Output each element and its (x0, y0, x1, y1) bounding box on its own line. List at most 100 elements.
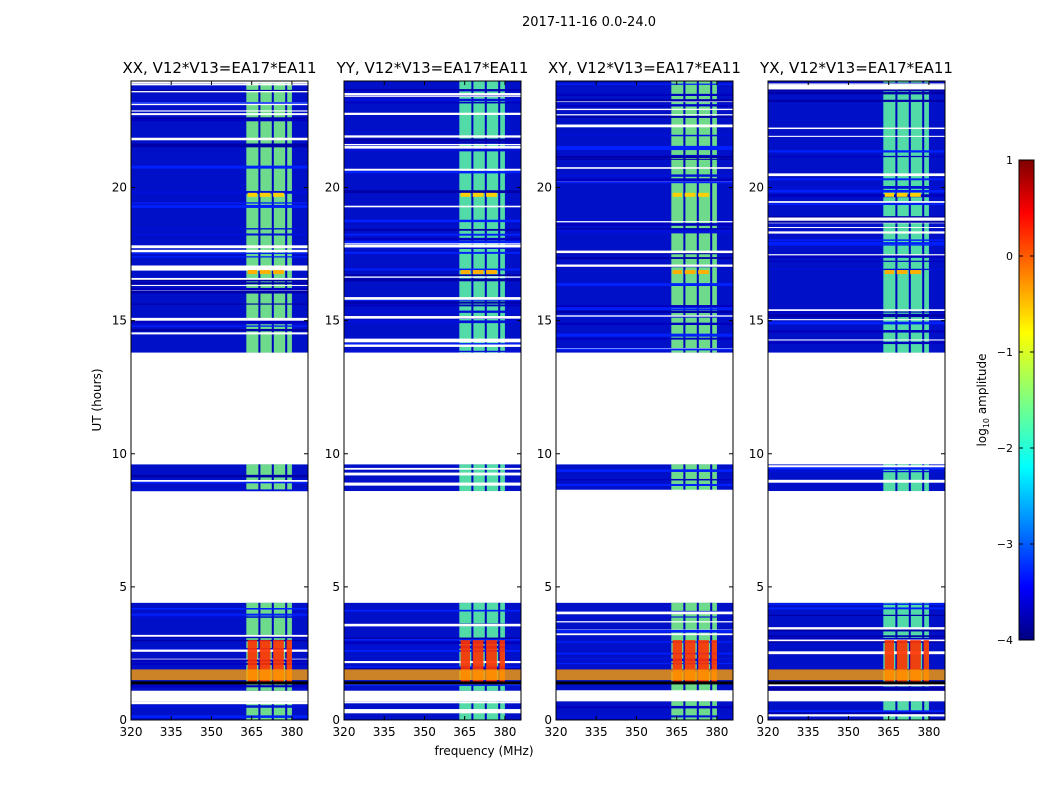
hot-spot (684, 640, 696, 683)
plot-frame (130, 80, 309, 721)
noise-stripe (344, 95, 521, 98)
noise-stripe (768, 614, 945, 616)
hot-spot (684, 270, 696, 275)
noise-stripe (131, 252, 308, 255)
noise-stripe (768, 710, 945, 713)
noise-stripe (344, 190, 521, 194)
noise-stripe (344, 278, 521, 282)
noise-stripe (556, 489, 733, 492)
noise-stripe (768, 319, 945, 321)
channel-gap (683, 701, 686, 720)
noise-stripe (556, 104, 733, 107)
y-tick-label: 5 (544, 580, 552, 594)
noise-stripe (131, 608, 308, 610)
noise-stripe (131, 662, 308, 665)
x-tick-label: 320 (545, 725, 568, 739)
noise-stripe (344, 240, 521, 244)
noise-stripe (131, 245, 308, 249)
noise-stripe (344, 143, 521, 146)
x-tick-label: 380 (280, 725, 303, 739)
x-tick-label: 365 (453, 725, 476, 739)
noise-stripe (344, 343, 521, 346)
noise-stripe (131, 233, 308, 236)
x-tick-label: 380 (917, 725, 940, 739)
hot-spot (896, 192, 908, 197)
x-tick-label: 380 (705, 725, 728, 739)
x-tick-label: 335 (373, 725, 396, 739)
noise-stripe (768, 637, 945, 640)
panel-title: XX, V12*V13=EA17*EA11 (122, 59, 316, 77)
noise-stripe (344, 233, 521, 236)
hot-spot (684, 192, 696, 197)
noise-stripe (344, 667, 521, 671)
x-tick-label: 335 (585, 725, 608, 739)
panel-title: XY, V12*V13=EA17*EA11 (548, 59, 741, 77)
noise-stripe (131, 282, 308, 285)
panel-title: YX, V12*V13=EA17*EA11 (759, 59, 953, 77)
channel-gap (285, 81, 288, 353)
noise-stripe (768, 255, 945, 258)
noise-stripe (556, 611, 733, 615)
noise-stripe (344, 638, 521, 641)
noise-stripe (768, 190, 945, 193)
noise-stripe (344, 205, 521, 208)
spectrogram (131, 81, 308, 720)
hot-spot (472, 192, 484, 197)
hot-spot (273, 640, 284, 683)
colorbar-tick-label: −3 (997, 538, 1013, 551)
noise-stripe (556, 155, 733, 159)
colorbar-tick-label: −2 (997, 442, 1013, 455)
noise-stripe (131, 287, 308, 291)
channel-gap (908, 602, 911, 691)
noise-stripe (131, 480, 308, 482)
noise-stripe (556, 629, 733, 633)
noise-stripe (768, 268, 945, 271)
y-tick-label: 15 (112, 314, 127, 328)
noise-stripe (131, 284, 308, 286)
noise-stripe (556, 174, 733, 177)
noise-stripe (556, 108, 733, 111)
hot-spot (273, 192, 284, 197)
noise-stripe (344, 661, 521, 664)
noise-stripe (344, 268, 521, 271)
noise-stripe (768, 242, 945, 245)
noise-stripe (768, 639, 945, 643)
noise-stripe (768, 203, 945, 206)
noise-stripe (344, 710, 521, 714)
hot-spot (499, 640, 505, 683)
noise-stripe (768, 83, 945, 85)
noise-stripe (131, 110, 308, 112)
noise-stripe (556, 167, 733, 169)
noise-stripe (131, 715, 308, 718)
colorbar-tick-label: 0 (1006, 250, 1013, 263)
hot-spot (460, 270, 471, 275)
noise-stripe (131, 118, 308, 122)
noise-stripe (556, 348, 733, 351)
noise-stripe (768, 194, 945, 198)
noise-stripe (556, 478, 733, 481)
noise-stripe (556, 252, 733, 255)
noise-stripe (344, 304, 521, 307)
noise-stripe (344, 350, 521, 353)
noise-stripe (344, 709, 521, 711)
noise-stripe (131, 83, 308, 86)
noise-stripe (131, 113, 308, 116)
hot-spot (472, 270, 484, 275)
y-tick-label: 20 (749, 181, 764, 195)
noise-stripe (556, 229, 733, 232)
y-tick-label: 0 (544, 713, 552, 727)
noise-stripe (768, 470, 945, 473)
noise-stripe (556, 315, 733, 317)
noise-stripe (131, 190, 308, 194)
hot-spot (698, 192, 709, 197)
noise-stripe (344, 244, 521, 248)
noise-stripe (768, 220, 945, 223)
noise-stripe (768, 330, 945, 333)
noise-stripe (768, 714, 945, 717)
channel-gap (258, 701, 261, 720)
band-region (671, 464, 717, 492)
x-tick-label: 320 (333, 725, 356, 739)
noise-stripe (131, 278, 308, 282)
channel-gap (271, 701, 274, 720)
noise-stripe (344, 472, 521, 476)
